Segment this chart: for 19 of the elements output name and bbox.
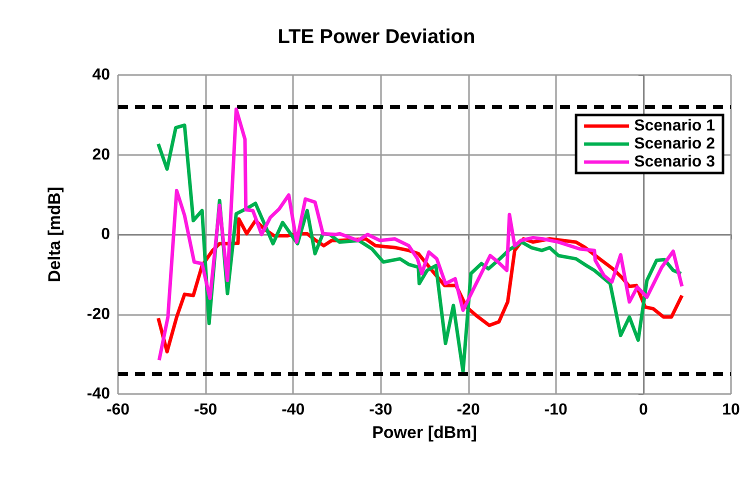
chart-title: LTE Power Deviation xyxy=(278,26,476,48)
y-tick-label: 40 xyxy=(92,66,110,84)
legend-label: Scenario 3 xyxy=(634,154,716,170)
legend-label: Scenario 2 xyxy=(634,136,716,152)
x-tick-label: 0 xyxy=(638,402,648,418)
x-tick-label: -60 xyxy=(106,402,130,418)
y-axis-title: Delta [mdB] xyxy=(45,186,64,282)
x-tick-label: -20 xyxy=(456,402,480,418)
y-tick-label: 20 xyxy=(92,146,110,164)
x-tick-label: -10 xyxy=(544,402,568,418)
x-tick-label: -40 xyxy=(282,402,305,418)
y-tick-label: 0 xyxy=(101,226,110,243)
x-tick-label: -50 xyxy=(194,402,218,418)
x-tick-label: 10 xyxy=(722,402,740,418)
y-tick-label: -40 xyxy=(86,386,110,402)
x-axis-title: Power [dBm] xyxy=(372,423,477,442)
x-tick-label: -30 xyxy=(369,402,392,418)
y-tick-label: -20 xyxy=(86,306,110,323)
legend-label: Scenario 1 xyxy=(634,118,716,134)
